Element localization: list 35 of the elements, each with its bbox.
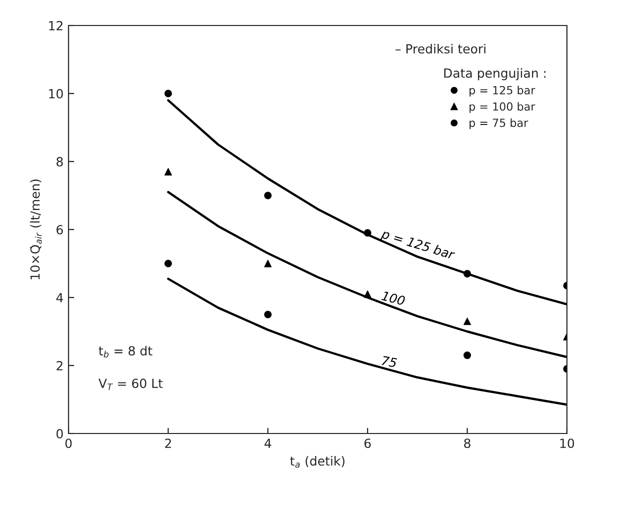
annotation: V$_{T}$ = 60 Lt bbox=[98, 378, 163, 390]
legend-label: p = 125 bar bbox=[470, 86, 536, 97]
y-tick-label: 2 bbox=[56, 360, 62, 370]
text: 75 bbox=[382, 356, 398, 368]
y-tick-label: 6 bbox=[56, 224, 63, 234]
x-tick-label: 6 bbox=[364, 438, 371, 448]
point bbox=[264, 310, 272, 318]
point bbox=[464, 352, 471, 360]
y-tick-label: 8 bbox=[56, 156, 63, 166]
x-tick-label: 2 bbox=[165, 438, 171, 448]
y-tick-label: 10 bbox=[49, 88, 63, 98]
y-axis-title: 10×Q̇$_{air}$ (lt/men) bbox=[30, 180, 42, 280]
line-series bbox=[167, 99, 567, 306]
text: 100 bbox=[381, 290, 406, 306]
legend-label: p = 100 bar bbox=[470, 102, 536, 113]
point bbox=[164, 90, 172, 98]
y-tick-label: 12 bbox=[49, 20, 62, 30]
line-series bbox=[167, 278, 567, 406]
annotation: – Prediksi teori bbox=[396, 44, 486, 54]
annotation: t$_{b}$ = 8 dt bbox=[98, 346, 152, 358]
x-tick-label: 0 bbox=[65, 438, 72, 448]
text: p = 125 bar bbox=[380, 228, 456, 262]
x-axis-title: t$_{a}$ (detik) bbox=[290, 456, 344, 468]
x-tick-label: 8 bbox=[464, 438, 470, 448]
y-tick-label: 0 bbox=[56, 428, 63, 438]
y-tick-label: 4 bbox=[56, 293, 63, 302]
point bbox=[164, 168, 172, 176]
point bbox=[464, 318, 471, 326]
point bbox=[164, 260, 172, 268]
point bbox=[264, 260, 272, 268]
x-tick-label: 10 bbox=[560, 438, 574, 448]
legend-label: p = 75 bar bbox=[470, 118, 528, 130]
x-tick-label: 4 bbox=[264, 438, 272, 448]
point bbox=[264, 192, 272, 200]
legend-title: Data pengujian : bbox=[444, 68, 546, 80]
